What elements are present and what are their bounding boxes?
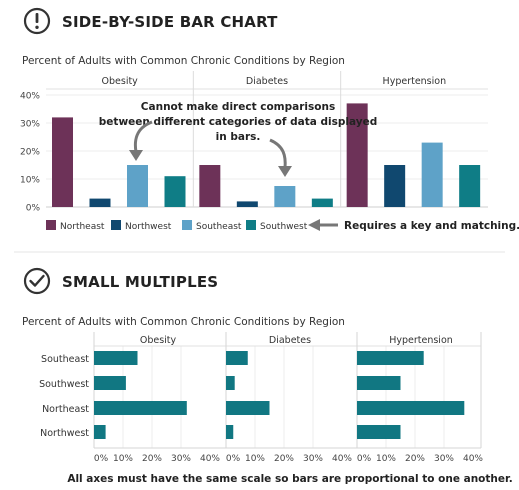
bar-obesity-northeast	[52, 117, 73, 207]
bar-diabetes-southeast	[274, 186, 296, 207]
panel-label-hypertension: Hypertension	[383, 76, 447, 87]
sm-bar-hypertension-southwest	[357, 376, 401, 390]
y-tick-0-: 0%	[26, 204, 41, 214]
bar-diabetes-southwest	[311, 198, 333, 207]
x-tick-obesity-40-: 40%	[200, 454, 220, 464]
y-tick-20-: 20%	[20, 148, 40, 158]
x-tick-obesity-30-: 30%	[171, 454, 191, 464]
section-title-side-by-side: SIDE-BY-SIDE BAR CHART	[62, 13, 278, 31]
side-by-side-gridlines	[46, 94, 488, 180]
side-by-side-bars	[52, 103, 481, 207]
annotation-line-1: Cannot make direct comparisons	[141, 101, 335, 113]
sm-panel-label-hypertension: Hypertension	[389, 335, 453, 346]
x-tick-obesity-20-: 20%	[142, 454, 162, 464]
legend-label-southeast: Southeast	[196, 222, 242, 232]
annotation-arrow-left	[129, 120, 153, 161]
category-label-northeast: Northeast	[42, 404, 89, 415]
annotation-arrow-right	[269, 138, 292, 177]
check-circle-icon	[23, 267, 51, 295]
sm-bar-hypertension-northwest	[357, 425, 401, 439]
legend-swatch-northeast	[46, 220, 56, 230]
legend-swatch-southeast	[182, 220, 192, 230]
x-tick-obesity-0-: 0%	[94, 454, 109, 464]
sm-bar-hypertension-northeast	[357, 401, 465, 415]
chart-title-small-multiples: Percent of Adults with Common Chronic Co…	[22, 316, 345, 328]
sm-panel-label-obesity: Obesity	[140, 335, 177, 346]
sm-bar-diabetes-northeast	[226, 401, 270, 415]
sm-bar-diabetes-southeast	[226, 351, 248, 365]
sm-bar-diabetes-southwest	[226, 376, 235, 390]
panel-label-obesity: Obesity	[102, 76, 139, 87]
x-tick-diabetes-30-: 30%	[303, 454, 323, 464]
bar-hypertension-northwest	[384, 165, 406, 207]
category-label-southeast: Southeast	[41, 354, 89, 365]
sm-bar-obesity-northwest	[94, 425, 106, 439]
legend-label-northeast: Northeast	[60, 222, 105, 232]
legend: Northeast Northwest Southeast Southwest	[46, 220, 308, 232]
x-tick-obesity-10-: 10%	[113, 454, 133, 464]
sm-bar-diabetes-northwest	[226, 425, 234, 439]
small-multiples-bars	[94, 351, 465, 439]
legend-arrow	[308, 219, 338, 231]
bar-obesity-northwest	[89, 198, 111, 207]
x-tick-hypertension-30-: 30%	[434, 454, 454, 464]
category-label-northwest: Northwest	[40, 428, 89, 439]
legend-label-northwest: Northwest	[125, 222, 172, 232]
bar-diabetes-northeast	[199, 165, 221, 207]
small-multiples-x-ticks: 0% 10% 20% 30% 40% 0% 10% 20% 30% 40% 0% 10% 20% 30% 4…	[94, 454, 484, 464]
sm-bar-obesity-southeast	[94, 351, 138, 365]
x-tick-diabetes-10-: 10%	[245, 454, 265, 464]
x-tick-hypertension-20-: 20%	[405, 454, 425, 464]
bar-obesity-southwest	[164, 176, 186, 207]
x-tick-diabetes-20-: 20%	[274, 454, 294, 464]
bar-diabetes-northwest	[236, 201, 258, 207]
x-tick-hypertension-10-: 10%	[376, 454, 396, 464]
sm-bar-hypertension-southeast	[357, 351, 424, 365]
x-tick-hypertension-40-: 40%	[463, 454, 483, 464]
sm-bar-obesity-southwest	[94, 376, 126, 390]
bar-hypertension-southwest	[459, 165, 481, 207]
bar-hypertension-northeast	[346, 103, 368, 207]
exclamation-circle-icon	[23, 7, 51, 35]
section-title-small-multiples: SMALL MULTIPLES	[62, 273, 218, 291]
chart-title-side-by-side: Percent of Adults with Common Chronic Co…	[22, 55, 345, 67]
sm-panel-label-diabetes: Diabetes	[269, 335, 311, 346]
scale-note: All axes must have the same scale so bar…	[67, 473, 512, 485]
small-multiples-panel-labels: Obesity Diabetes Hypertension	[140, 335, 453, 346]
annotation-line-2: between different categories of data dis…	[99, 116, 377, 128]
category-label-southwest: Southwest	[39, 379, 89, 390]
y-tick-40-: 40%	[20, 92, 40, 102]
legend-swatch-northwest	[111, 220, 121, 230]
y-tick-10-: 10%	[20, 176, 40, 186]
legend-label-southwest: Southwest	[260, 222, 308, 232]
x-tick-diabetes-40-: 40%	[332, 454, 352, 464]
x-tick-diabetes-0-: 0%	[226, 454, 241, 464]
sm-bar-obesity-northeast	[94, 401, 187, 415]
comparison-annotation: Cannot make direct comparisons between d…	[99, 101, 377, 143]
small-multiples-category-labels: Southeast Southwest Northeast Northwest	[39, 354, 89, 439]
y-tick-30-: 30%	[20, 120, 40, 130]
legend-swatch-southwest	[246, 220, 256, 230]
side-by-side-panel-labels: Obesity Diabetes Hypertension	[102, 76, 447, 87]
side-by-side-y-ticks: 40% 30% 20% 10% 0%	[20, 92, 40, 214]
legend-note: Requires a key and matching.	[344, 220, 519, 232]
bar-obesity-southeast	[127, 165, 148, 207]
annotation-line-3: in bars.	[216, 131, 261, 143]
bar-hypertension-southeast	[421, 142, 443, 207]
side-by-side-frame	[46, 71, 488, 208]
x-tick-hypertension-0-: 0%	[357, 454, 372, 464]
panel-label-diabetes: Diabetes	[246, 76, 288, 87]
